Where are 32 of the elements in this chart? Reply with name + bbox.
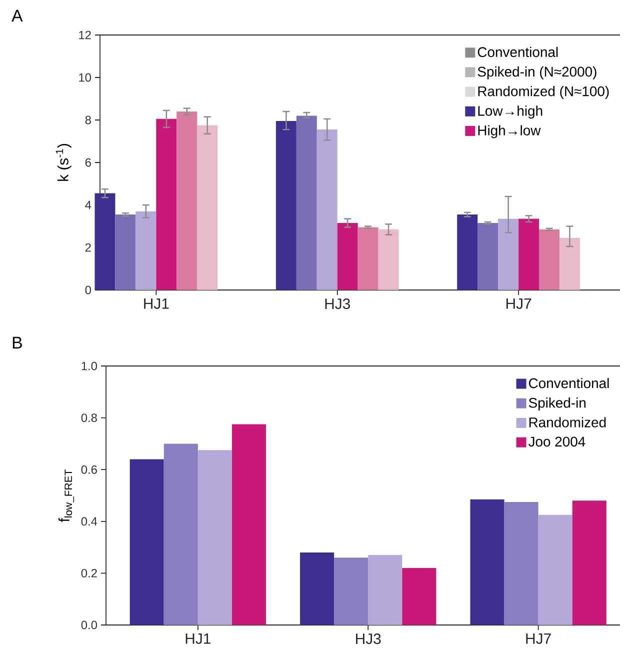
y-tick-label: 0.2 [81,568,97,578]
y-tick-label: 2 [85,243,91,252]
y-tick-label: 0.8 [81,414,97,422]
chart-title: A [12,10,23,22]
x-tick-label: HJ7 [506,298,532,309]
legend-label: Spiked-in (N≈2000) [478,66,596,80]
legend-label: High→low [478,125,541,138]
y-tick-label: 0.0 [81,620,98,630]
y-tick-label: 8 [85,116,91,124]
x-tick-label: HJ1 [186,634,210,644]
y-tick-label: 10 [79,73,92,82]
x-tick-label: HJ1 [144,298,169,309]
legend-label: Joo 2004 [528,436,586,447]
legend-label: Low→high [478,106,542,119]
y-tick-label: 0.4 [81,517,98,526]
y-tick-label: 4 [85,200,92,210]
y-tick-label: 0.6 [81,465,97,474]
legend-label: Conventional [478,46,558,58]
legend-label: Conventional [528,378,609,388]
y-tick-label: 12 [79,30,91,40]
legend-label: Spiked-in [528,398,586,411]
y-axis-title: k (s$^{-1}$) [56,144,72,181]
chart-title: B [12,336,22,348]
legend-label: Randomized [529,417,606,428]
x-tick-label: HJ7 [526,634,551,644]
y-tick-label: 6 [85,158,91,167]
y-axis-title: f$_{low_FRET}$ [58,470,74,522]
x-tick-label: HJ3 [325,298,350,310]
y-tick-label: 1.0 [82,362,98,370]
legend-label: Randomized (N≈100) [478,86,609,99]
x-tick-label: HJ3 [356,634,381,644]
y-tick-label: 0 [85,286,92,294]
